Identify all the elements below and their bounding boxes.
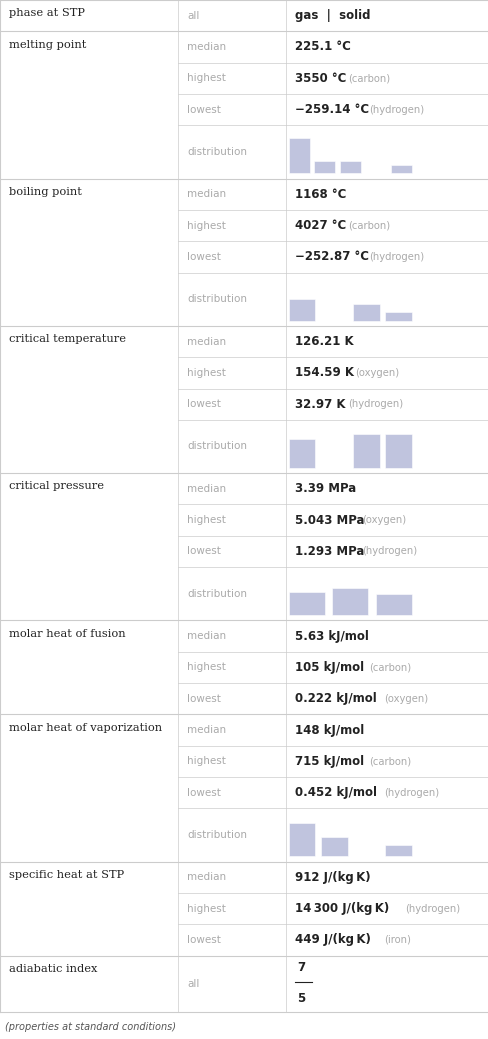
Text: 4027 °C: 4027 °C bbox=[294, 219, 346, 232]
Text: adiabatic index: adiabatic index bbox=[9, 964, 97, 974]
Text: distribution: distribution bbox=[187, 146, 247, 157]
Bar bbox=[288, 299, 315, 321]
Text: molar heat of fusion: molar heat of fusion bbox=[9, 629, 125, 639]
Text: highest: highest bbox=[187, 515, 225, 525]
Text: highest: highest bbox=[187, 368, 225, 378]
Text: 3550 °C: 3550 °C bbox=[294, 72, 346, 85]
Text: melting point: melting point bbox=[9, 39, 86, 50]
Text: 5.63 kJ/mol: 5.63 kJ/mol bbox=[294, 630, 368, 642]
Text: (hydrogen): (hydrogen) bbox=[404, 904, 459, 913]
Text: 0.222 kJ/mol: 0.222 kJ/mol bbox=[294, 692, 376, 705]
Bar bbox=[288, 439, 315, 468]
Text: (hydrogen): (hydrogen) bbox=[369, 105, 424, 114]
Text: median: median bbox=[187, 337, 226, 346]
Text: highest: highest bbox=[187, 756, 225, 767]
Bar bbox=[320, 837, 347, 856]
Text: critical pressure: critical pressure bbox=[9, 481, 103, 491]
Text: lowest: lowest bbox=[187, 547, 221, 557]
Bar bbox=[352, 304, 379, 321]
Text: (hydrogen): (hydrogen) bbox=[369, 251, 424, 262]
Text: all: all bbox=[187, 979, 199, 989]
Text: 715 kJ/mol: 715 kJ/mol bbox=[294, 755, 363, 768]
Bar bbox=[313, 161, 335, 174]
Text: (carbon): (carbon) bbox=[347, 74, 390, 83]
Text: highest: highest bbox=[187, 662, 225, 672]
Text: (carbon): (carbon) bbox=[369, 756, 411, 767]
Text: phase at STP: phase at STP bbox=[9, 8, 84, 19]
Text: median: median bbox=[187, 189, 226, 199]
Text: highest: highest bbox=[187, 904, 225, 913]
Text: (oxygen): (oxygen) bbox=[362, 515, 406, 525]
Text: 5: 5 bbox=[296, 992, 305, 1005]
Text: 105 kJ/mol: 105 kJ/mol bbox=[294, 661, 363, 674]
Text: 14 300 J/(kg K): 14 300 J/(kg K) bbox=[294, 902, 388, 915]
Text: specific heat at STP: specific heat at STP bbox=[9, 870, 123, 880]
Text: molar heat of vaporization: molar heat of vaporization bbox=[9, 723, 162, 732]
Text: 449 J/(kg K): 449 J/(kg K) bbox=[294, 933, 370, 947]
Text: median: median bbox=[187, 725, 226, 735]
Bar bbox=[375, 594, 411, 615]
Bar bbox=[288, 137, 309, 174]
Text: −252.87 °C: −252.87 °C bbox=[294, 250, 368, 264]
Text: all: all bbox=[187, 10, 199, 21]
Text: 7: 7 bbox=[296, 961, 305, 974]
Text: lowest: lowest bbox=[187, 105, 221, 114]
Text: (carbon): (carbon) bbox=[347, 220, 390, 231]
Text: 0.452 kJ/mol: 0.452 kJ/mol bbox=[294, 787, 376, 799]
Bar bbox=[288, 823, 315, 856]
Bar bbox=[384, 846, 411, 856]
Text: lowest: lowest bbox=[187, 399, 221, 409]
Text: lowest: lowest bbox=[187, 788, 221, 798]
Text: 225.1 °C: 225.1 °C bbox=[294, 41, 350, 53]
Bar bbox=[339, 161, 360, 174]
Bar bbox=[352, 434, 379, 468]
Text: (hydrogen): (hydrogen) bbox=[347, 399, 403, 409]
Text: 154.59 K: 154.59 K bbox=[294, 367, 353, 379]
Bar bbox=[384, 312, 411, 321]
Text: lowest: lowest bbox=[187, 251, 221, 262]
Text: median: median bbox=[187, 873, 226, 882]
Text: highest: highest bbox=[187, 74, 225, 83]
Bar bbox=[331, 588, 367, 615]
Text: distribution: distribution bbox=[187, 294, 247, 304]
Text: distribution: distribution bbox=[187, 830, 247, 840]
Text: 126.21 K: 126.21 K bbox=[294, 335, 353, 348]
Text: (hydrogen): (hydrogen) bbox=[383, 788, 438, 798]
Text: (hydrogen): (hydrogen) bbox=[362, 547, 417, 557]
Text: highest: highest bbox=[187, 220, 225, 231]
Text: 1.293 MPa: 1.293 MPa bbox=[294, 544, 364, 558]
Text: 3.39 MPa: 3.39 MPa bbox=[294, 482, 355, 496]
Text: (iron): (iron) bbox=[383, 935, 410, 944]
Text: boiling point: boiling point bbox=[9, 187, 81, 197]
Text: −259.14 °C: −259.14 °C bbox=[294, 103, 368, 116]
Bar bbox=[390, 164, 411, 174]
Text: 32.97 K: 32.97 K bbox=[294, 398, 345, 410]
Bar bbox=[384, 434, 411, 468]
Text: distribution: distribution bbox=[187, 589, 247, 598]
Text: median: median bbox=[187, 42, 226, 52]
Text: median: median bbox=[187, 484, 226, 494]
Text: median: median bbox=[187, 631, 226, 641]
Text: (oxygen): (oxygen) bbox=[383, 694, 427, 703]
Text: gas  |  solid: gas | solid bbox=[294, 9, 369, 22]
Text: 5.043 MPa: 5.043 MPa bbox=[294, 513, 364, 527]
Text: (carbon): (carbon) bbox=[369, 662, 411, 672]
Text: critical temperature: critical temperature bbox=[9, 335, 125, 344]
Text: 148 kJ/mol: 148 kJ/mol bbox=[294, 723, 364, 737]
Text: 912 J/(kg K): 912 J/(kg K) bbox=[294, 871, 370, 884]
Text: 1168 °C: 1168 °C bbox=[294, 188, 346, 201]
Bar bbox=[288, 592, 324, 615]
Text: lowest: lowest bbox=[187, 935, 221, 944]
Text: (properties at standard conditions): (properties at standard conditions) bbox=[5, 1021, 176, 1032]
Text: (oxygen): (oxygen) bbox=[355, 368, 399, 378]
Text: distribution: distribution bbox=[187, 442, 247, 452]
Text: lowest: lowest bbox=[187, 694, 221, 703]
